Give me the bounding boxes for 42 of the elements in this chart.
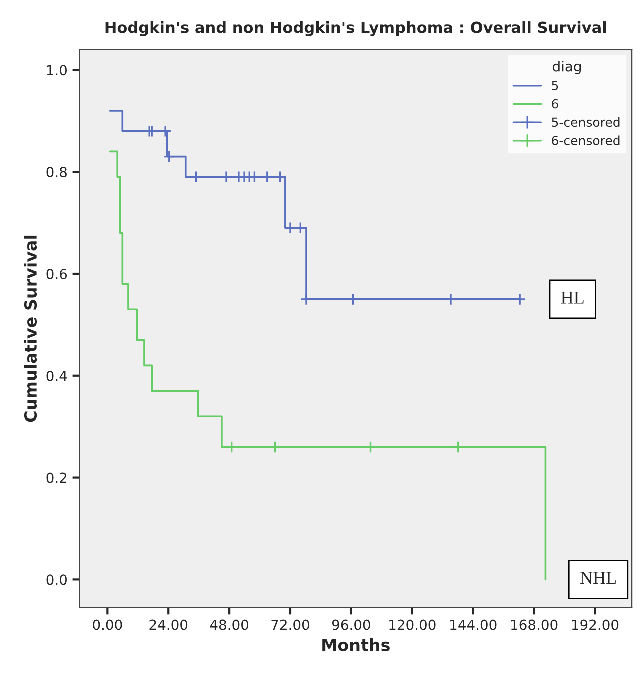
point bbox=[364, 441, 377, 454]
point bbox=[347, 293, 360, 306]
y-tick-label: 1.0 bbox=[47, 65, 68, 76]
point bbox=[146, 125, 158, 138]
point bbox=[284, 222, 297, 234]
point bbox=[452, 441, 465, 454]
legend-label: 5-censored bbox=[552, 117, 620, 128]
point bbox=[294, 222, 307, 234]
legend-label: 6 bbox=[552, 99, 558, 109]
point bbox=[163, 150, 176, 164]
x-axis-title: Months bbox=[322, 638, 390, 652]
y-tick-label: 0.4 bbox=[46, 370, 68, 382]
point bbox=[269, 441, 282, 454]
point bbox=[300, 293, 313, 306]
x-tick-label: 24.00 bbox=[150, 620, 188, 630]
y-tick-label: 0.8 bbox=[46, 167, 67, 178]
x-tick-label: 192.00 bbox=[572, 620, 619, 630]
x-tick-label: 168.00 bbox=[512, 620, 558, 630]
legend-title: diag bbox=[553, 61, 582, 74]
legend-label: 6-censored bbox=[552, 136, 620, 146]
y-tick-label: 0.0 bbox=[46, 574, 68, 586]
y-axis-title: Cumulative Survival bbox=[24, 236, 38, 422]
point bbox=[226, 441, 238, 454]
point bbox=[220, 170, 233, 184]
point bbox=[274, 170, 287, 184]
annotation: NHL bbox=[580, 572, 616, 584]
x-tick-label: 144.00 bbox=[450, 620, 497, 630]
y-tick-label: 0.2 bbox=[46, 472, 67, 484]
point bbox=[514, 293, 526, 306]
point bbox=[190, 170, 203, 184]
x-tick-label: 0.00 bbox=[93, 620, 122, 630]
y-tick-label: 0.6 bbox=[46, 268, 68, 280]
point bbox=[444, 293, 458, 306]
x-tick-label: 72.00 bbox=[272, 620, 310, 630]
legend-label: 5 bbox=[552, 81, 558, 90]
x-tick-label: 96.00 bbox=[332, 620, 370, 630]
chart-title: Hodgkin's and non Hodgkin's Lymphoma : Overall Survival bbox=[106, 22, 606, 36]
point bbox=[261, 170, 274, 184]
point bbox=[159, 125, 172, 138]
x-tick-label: 120.00 bbox=[390, 620, 436, 630]
annotation: HL bbox=[561, 292, 584, 304]
x-tick-label: 48.00 bbox=[210, 620, 249, 630]
